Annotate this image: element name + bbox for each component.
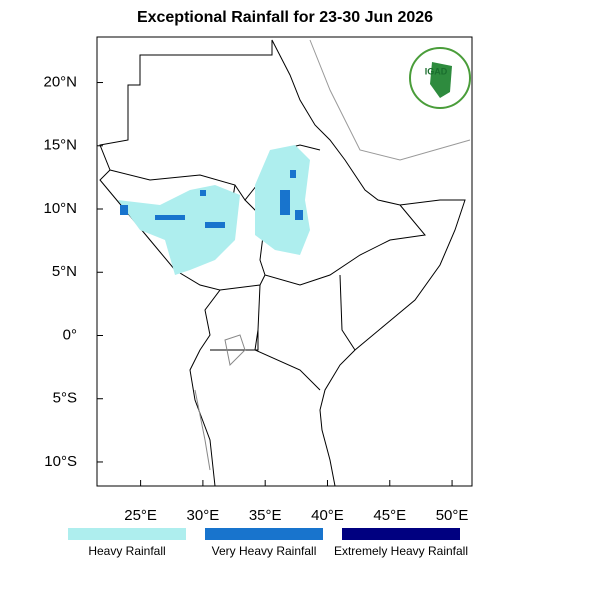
y-tick-label: 0° <box>63 326 77 343</box>
legend-label: Extremely Heavy Rainfall <box>334 544 468 558</box>
x-tick-label: 45°E <box>373 507 406 524</box>
legend-swatch <box>342 528 460 540</box>
logo-text: IGAD <box>425 66 448 76</box>
base-map <box>99 39 471 487</box>
legend-label: Heavy Rainfall <box>88 544 165 558</box>
heavy-rain <box>118 145 310 275</box>
legend-label: Very Heavy Rainfall <box>212 544 317 558</box>
y-tick-label: 5°S <box>53 390 77 407</box>
x-tick-label: 25°E <box>124 507 157 524</box>
y-tick-label: 5°N <box>52 263 77 280</box>
x-tick-label: 30°E <box>187 507 220 524</box>
region-outline <box>99 39 466 487</box>
logo-map <box>430 62 452 98</box>
map-frame <box>96 36 473 487</box>
title: Exceptional Rainfall for 23-30 Jun 2026 <box>137 9 433 26</box>
legend-swatch <box>68 528 186 540</box>
legend: Heavy Rainfall Very Heavy Rainfall Extreme… <box>68 528 468 558</box>
x-tick-label: 50°E <box>436 507 469 524</box>
outer-coast <box>309 39 471 161</box>
y-tick-label: 10°S <box>44 453 77 470</box>
legend-swatch <box>205 528 323 540</box>
y-tick-label: 10°N <box>43 200 77 217</box>
x-tick-label: 40°E <box>311 507 344 524</box>
y-tick-label: 15°N <box>43 137 77 154</box>
lakes <box>194 334 246 471</box>
igad-logo: IGAD <box>409 47 471 109</box>
rainfall-patches <box>118 145 310 275</box>
y-tick-label: 20°N <box>43 74 77 91</box>
x-tick-label: 35°E <box>249 507 282 524</box>
axes: 25°E 30°E 35°E 40°E 45°E 50°E 20°N 15°N 10°N 5°N 0… <box>43 74 468 524</box>
